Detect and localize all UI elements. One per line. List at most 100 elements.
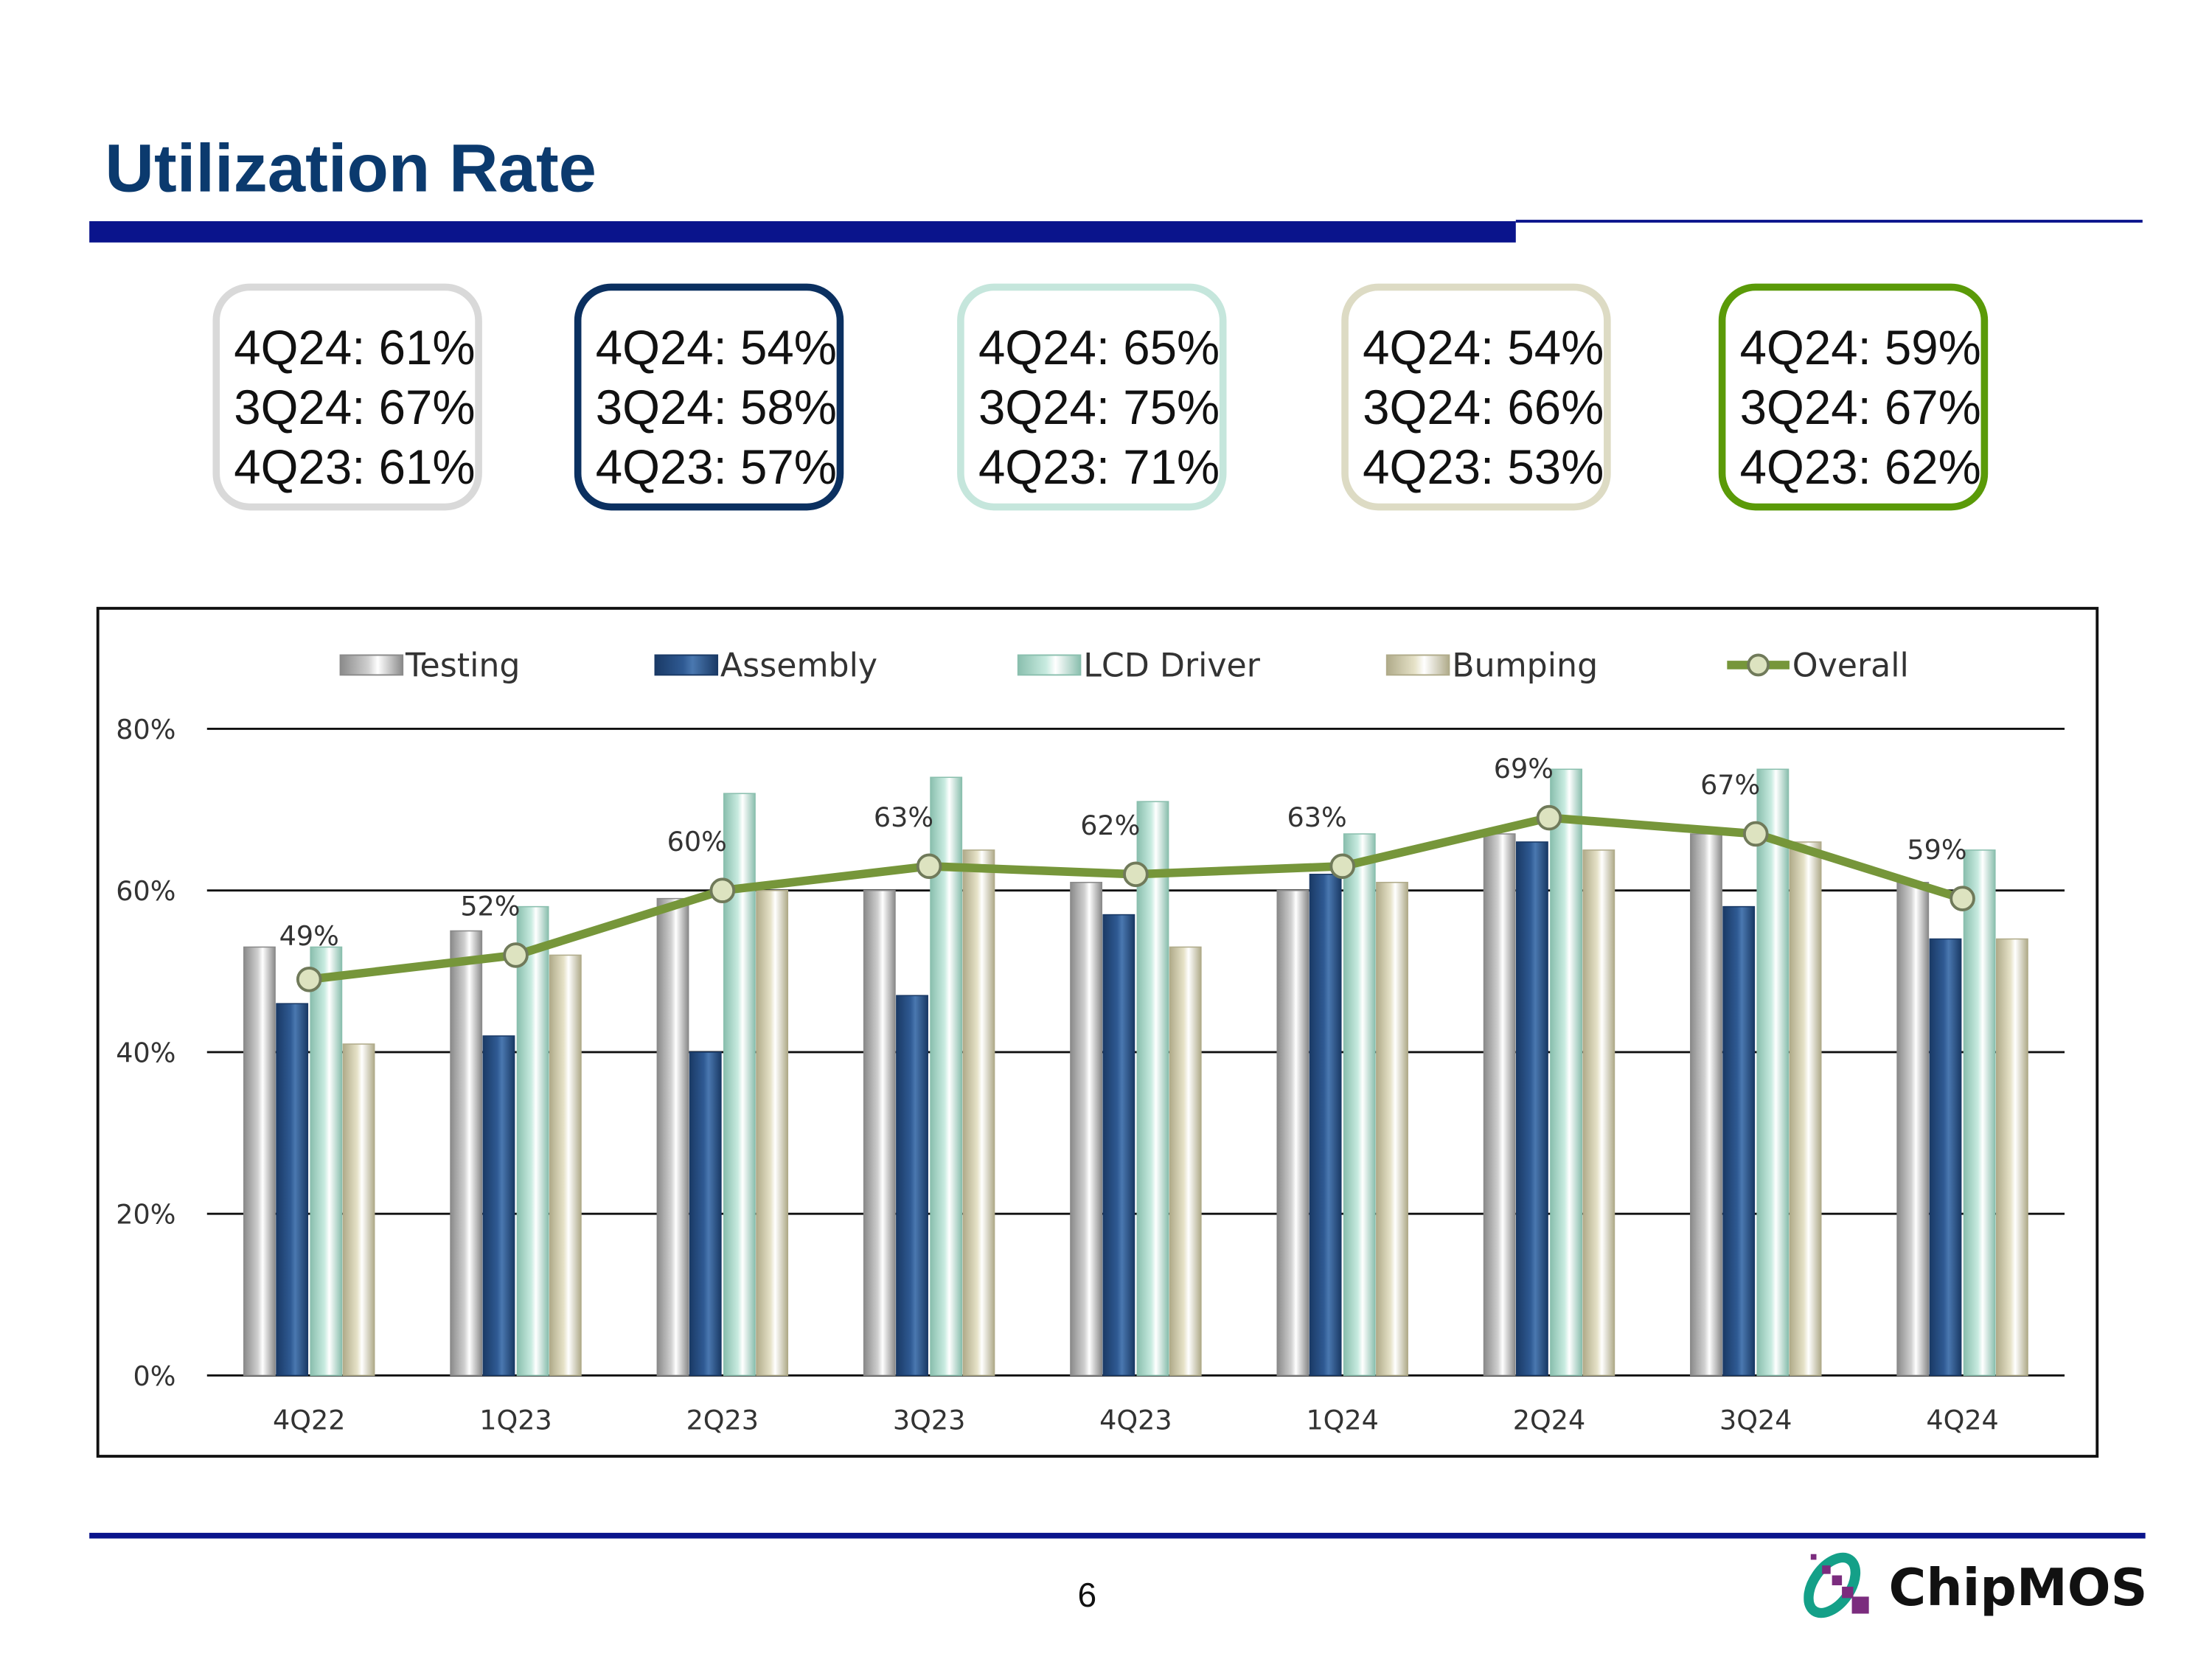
legend-label-lcd-driver: LCD Driver [1083, 647, 1261, 684]
overall-point [1329, 853, 1356, 880]
svg-text:ChipMOS: ChipMOS [1889, 1559, 2144, 1618]
data-label: 62% [1080, 810, 1140, 841]
data-label: 67% [1700, 769, 1760, 801]
bar-bumping [549, 954, 582, 1377]
legend-swatch-bumping [1385, 654, 1450, 676]
summary-line: 4Q24: 54% [595, 321, 837, 376]
bar-lcd-driver [310, 946, 343, 1377]
y-tick-label: 40% [116, 1037, 175, 1068]
bar-lcd-driver [1136, 801, 1169, 1377]
bar-lcd-driver [516, 905, 549, 1377]
overall-point [1742, 821, 1769, 847]
bar-bumping [1169, 946, 1202, 1377]
bar-lcd-driver [1550, 768, 1582, 1377]
y-tick-label: 0% [133, 1360, 176, 1392]
data-label: 52% [460, 891, 520, 922]
summary-line: 4Q23: 71% [978, 441, 1220, 495]
legend-label-testing: Testing [405, 647, 520, 684]
title-rule-thin [1515, 220, 2143, 223]
data-label: 69% [1494, 753, 1554, 785]
bar-assembly [689, 1051, 722, 1377]
x-tick-label: 4Q23 [1099, 1404, 1172, 1436]
legend-label-overall: Overall [1792, 647, 1909, 684]
bar-testing [1070, 881, 1103, 1377]
bar-testing [243, 946, 276, 1377]
summary-box-testing: 4Q24: 61% 3Q24: 67% 4Q23: 61% [212, 283, 482, 511]
overall-point [1536, 804, 1562, 831]
legend-label-assembly: Assembly [720, 647, 877, 684]
bar-testing [1896, 881, 1930, 1377]
bar-testing [1276, 889, 1310, 1377]
bar-bumping [1995, 938, 2028, 1377]
x-tick-label: 2Q24 [1513, 1404, 1585, 1436]
bar-testing [656, 897, 689, 1377]
summary-box-assembly: 4Q24: 54% 3Q24: 58% 4Q23: 57% [574, 283, 844, 511]
summary-box-bumping: 4Q24: 54% 3Q24: 66% 4Q23: 53% [1341, 283, 1611, 511]
bar-lcd-driver [1343, 833, 1376, 1377]
bar-assembly [1515, 841, 1548, 1377]
bar-assembly [1929, 938, 1962, 1377]
legend-marker-overall [1747, 653, 1770, 677]
bar-testing [1483, 833, 1516, 1377]
x-tick-label: 2Q23 [686, 1404, 759, 1436]
page-title: Utilization Rate [105, 131, 597, 207]
summary-line: 4Q24: 59% [1739, 321, 1981, 376]
bar-assembly [1722, 905, 1756, 1377]
bar-bumping [1376, 881, 1408, 1377]
title-rule [89, 221, 1516, 243]
overall-point [709, 877, 736, 904]
data-label: 60% [667, 826, 727, 858]
x-tick-label: 1Q24 [1306, 1404, 1378, 1436]
summary-line: 4Q23: 61% [234, 441, 476, 495]
bar-testing [1690, 833, 1722, 1377]
bar-testing [863, 889, 896, 1377]
overall-point [296, 966, 322, 992]
x-tick-label: 3Q23 [893, 1404, 965, 1436]
bar-bumping [342, 1043, 375, 1377]
bar-bumping [756, 889, 789, 1377]
bar-lcd-driver [1963, 849, 1996, 1377]
data-label: 63% [1287, 801, 1346, 833]
bar-assembly [1309, 874, 1342, 1377]
summary-line: 3Q24: 58% [595, 381, 837, 436]
legend-label-bumping: Bumping [1452, 647, 1598, 684]
summary-line: 3Q24: 66% [1363, 381, 1604, 436]
y-tick-label: 20% [116, 1199, 175, 1231]
legend-swatch-testing [339, 654, 404, 676]
bar-assembly [1102, 914, 1135, 1377]
bar-lcd-driver [1756, 768, 1790, 1377]
summary-line: 3Q24: 67% [234, 381, 476, 436]
x-tick-label: 4Q24 [1926, 1404, 1998, 1436]
summary-line: 4Q24: 54% [1363, 321, 1604, 376]
chipmos-logo: ChipMOS [1804, 1552, 2144, 1618]
data-label: 59% [1907, 834, 1966, 866]
overall-point [1123, 861, 1149, 888]
x-tick-label: 3Q24 [1719, 1404, 1792, 1436]
bar-assembly [482, 1035, 515, 1377]
legend-swatch-lcd-driver [1017, 654, 1082, 676]
bar-bumping [1789, 841, 1822, 1377]
overall-point [916, 853, 942, 880]
summary-line: 4Q24: 65% [978, 321, 1220, 376]
page-number: 6 [1077, 1576, 1097, 1615]
summary-line: 4Q24: 61% [234, 321, 476, 376]
summary-line: 4Q23: 53% [1363, 441, 1604, 495]
y-tick-label: 80% [116, 714, 175, 745]
summary-box-overall: 4Q24: 59% 3Q24: 67% 4Q23: 62% [1718, 283, 1989, 511]
footer-rule [89, 1532, 2146, 1539]
chart-frame [96, 607, 2099, 1458]
summary-line: 3Q24: 75% [978, 381, 1220, 436]
summary-line: 4Q23: 57% [595, 441, 837, 495]
overall-point [1950, 886, 1975, 911]
bar-bumping [1582, 849, 1615, 1377]
data-label: 63% [874, 801, 933, 833]
legend-swatch-assembly [654, 654, 719, 676]
summary-box-lcd-driver: 4Q24: 65% 3Q24: 75% 4Q23: 71% [957, 283, 1227, 511]
bar-assembly [896, 995, 928, 1377]
overall-point [503, 942, 529, 968]
x-tick-label: 1Q23 [479, 1404, 552, 1436]
y-tick-label: 60% [116, 875, 175, 907]
summary-line: 4Q23: 62% [1739, 441, 1981, 495]
